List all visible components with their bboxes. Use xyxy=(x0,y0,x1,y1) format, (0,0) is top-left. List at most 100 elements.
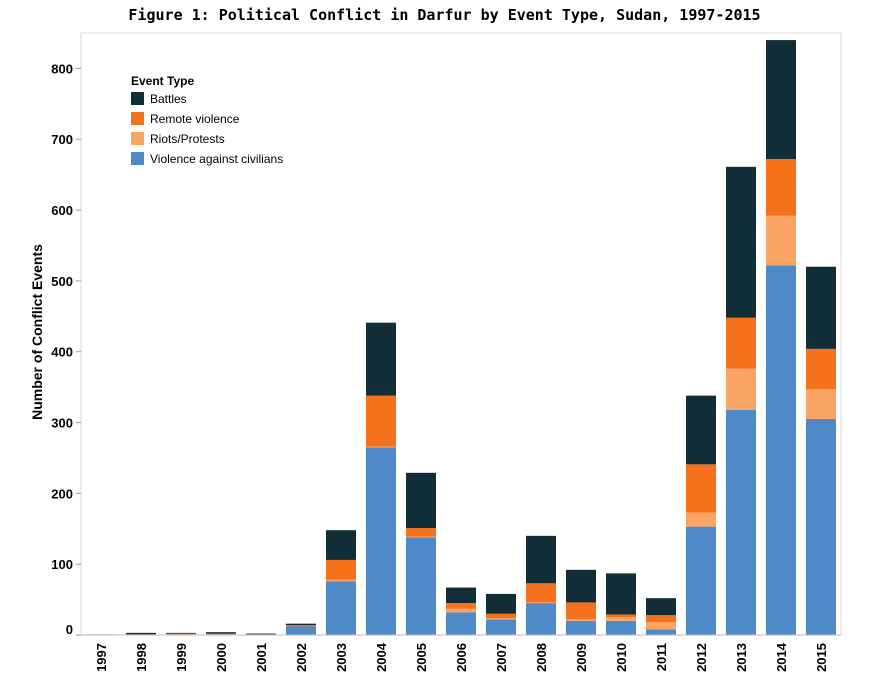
x-tick-label: 1998 xyxy=(134,643,149,672)
bar-segment xyxy=(406,472,436,529)
bar-segment xyxy=(126,632,156,635)
x-tick-label: 2009 xyxy=(574,643,589,672)
bar-segment xyxy=(486,613,516,618)
bar-segment xyxy=(766,215,796,266)
bar-segment xyxy=(686,395,716,465)
x-tick-label: 1999 xyxy=(174,643,189,672)
bar-segment xyxy=(206,632,236,634)
bar-segment xyxy=(406,537,436,635)
y-tick-label: 300 xyxy=(51,416,73,431)
chart-title: Figure 1: Political Conflict in Darfur b… xyxy=(128,6,761,24)
y-axis-title: Number of Conflict Events xyxy=(29,244,45,420)
bar-segment xyxy=(566,569,596,603)
legend-swatch xyxy=(131,112,144,125)
bar-segment xyxy=(526,535,556,584)
x-tick-label: 2007 xyxy=(494,643,509,672)
bar-segment xyxy=(446,587,476,604)
bar-segment xyxy=(486,618,516,620)
bar-segment xyxy=(566,602,596,620)
bar-segment xyxy=(566,619,596,621)
bar-segment xyxy=(366,322,396,396)
bar-segment xyxy=(406,528,436,537)
bar-segment xyxy=(806,418,836,635)
x-tick-label: 1997 xyxy=(94,643,109,672)
bar-segment xyxy=(606,573,636,615)
bar-segment xyxy=(486,619,516,635)
x-tick-label: 2012 xyxy=(694,643,709,672)
y-tick-label: 100 xyxy=(51,557,73,572)
bar-segment xyxy=(366,446,396,448)
y-tick-label: 600 xyxy=(51,203,73,218)
bar-segment xyxy=(686,464,716,513)
bar-segment xyxy=(806,348,836,390)
bar-segment xyxy=(646,622,676,630)
x-tick-label: 2003 xyxy=(334,643,349,672)
bar-segment xyxy=(366,395,396,447)
legend-swatch xyxy=(131,92,144,105)
bar-segment xyxy=(686,512,716,527)
legend-label: Violence against civilians xyxy=(150,152,283,166)
bar-segment xyxy=(446,612,476,635)
x-tick-label: 2002 xyxy=(294,643,309,672)
x-tick-label: 2005 xyxy=(414,643,429,672)
x-tick-label: 2000 xyxy=(214,643,229,672)
bar-segment xyxy=(726,409,756,635)
x-tick-label: 2001 xyxy=(254,643,269,672)
x-tick-label: 2013 xyxy=(734,643,749,672)
bar-segment xyxy=(286,623,316,626)
legend-label: Riots/Protests xyxy=(150,132,225,146)
bar-segment xyxy=(446,608,476,613)
x-tick-label: 2015 xyxy=(814,643,829,672)
bar-segment xyxy=(806,389,836,419)
bar-segment xyxy=(206,633,236,635)
x-tick-label: 2011 xyxy=(654,643,669,671)
bar-segment xyxy=(326,581,356,635)
x-tick-label: 2004 xyxy=(374,642,389,672)
bar-segment xyxy=(526,602,556,604)
bar-segment xyxy=(726,368,756,410)
bar-segment xyxy=(766,265,796,635)
bar-segment xyxy=(646,598,676,616)
bar-segment xyxy=(606,614,636,618)
y-tick-label: 500 xyxy=(51,274,73,289)
bar-segment xyxy=(526,603,556,635)
y-tick-label: 200 xyxy=(51,486,73,501)
bar-segment xyxy=(246,633,276,635)
bar-segment xyxy=(166,633,196,635)
legend-swatch xyxy=(131,152,144,165)
bar-segment xyxy=(326,579,356,582)
bar-segment xyxy=(766,40,796,160)
bar-segment xyxy=(286,626,316,635)
bar-segment xyxy=(286,625,316,627)
legend-title: Event Type xyxy=(131,74,194,88)
bar-segment xyxy=(526,583,556,603)
bar-segment xyxy=(646,629,676,635)
x-tick-label: 2006 xyxy=(454,643,469,672)
bar-segment xyxy=(646,615,676,623)
bars xyxy=(86,40,836,635)
legend-label: Battles xyxy=(150,92,187,106)
legend-swatch xyxy=(131,132,144,145)
bar-segment xyxy=(766,159,796,216)
bar-segment xyxy=(406,536,436,538)
bar-segment xyxy=(446,603,476,609)
bar-segment xyxy=(726,317,756,369)
y-tick-label: 800 xyxy=(51,61,73,76)
bar-segment xyxy=(606,620,636,635)
y-tick-label: 0 xyxy=(66,622,73,637)
y-axis: 0 100 200 300 400 500 600 700 800 xyxy=(51,61,81,637)
x-tick-label: 2008 xyxy=(534,643,549,672)
bar-segment xyxy=(166,632,196,634)
legend-label: Remote violence xyxy=(150,112,240,126)
x-tick-label: 2010 xyxy=(614,643,629,672)
bar-segment xyxy=(366,447,396,635)
x-axis: 1997 1998 1999 2000 2001 2002 2003 2004 2005 2006… xyxy=(81,634,841,672)
y-tick-label: 700 xyxy=(51,132,73,147)
bar-segment xyxy=(326,530,356,560)
x-tick-label: 2014 xyxy=(774,642,789,672)
bar-segment xyxy=(806,266,836,349)
bar-segment xyxy=(326,559,356,580)
bar-segment xyxy=(566,620,596,635)
bar-segment xyxy=(726,166,756,318)
bar-segment xyxy=(486,593,516,614)
